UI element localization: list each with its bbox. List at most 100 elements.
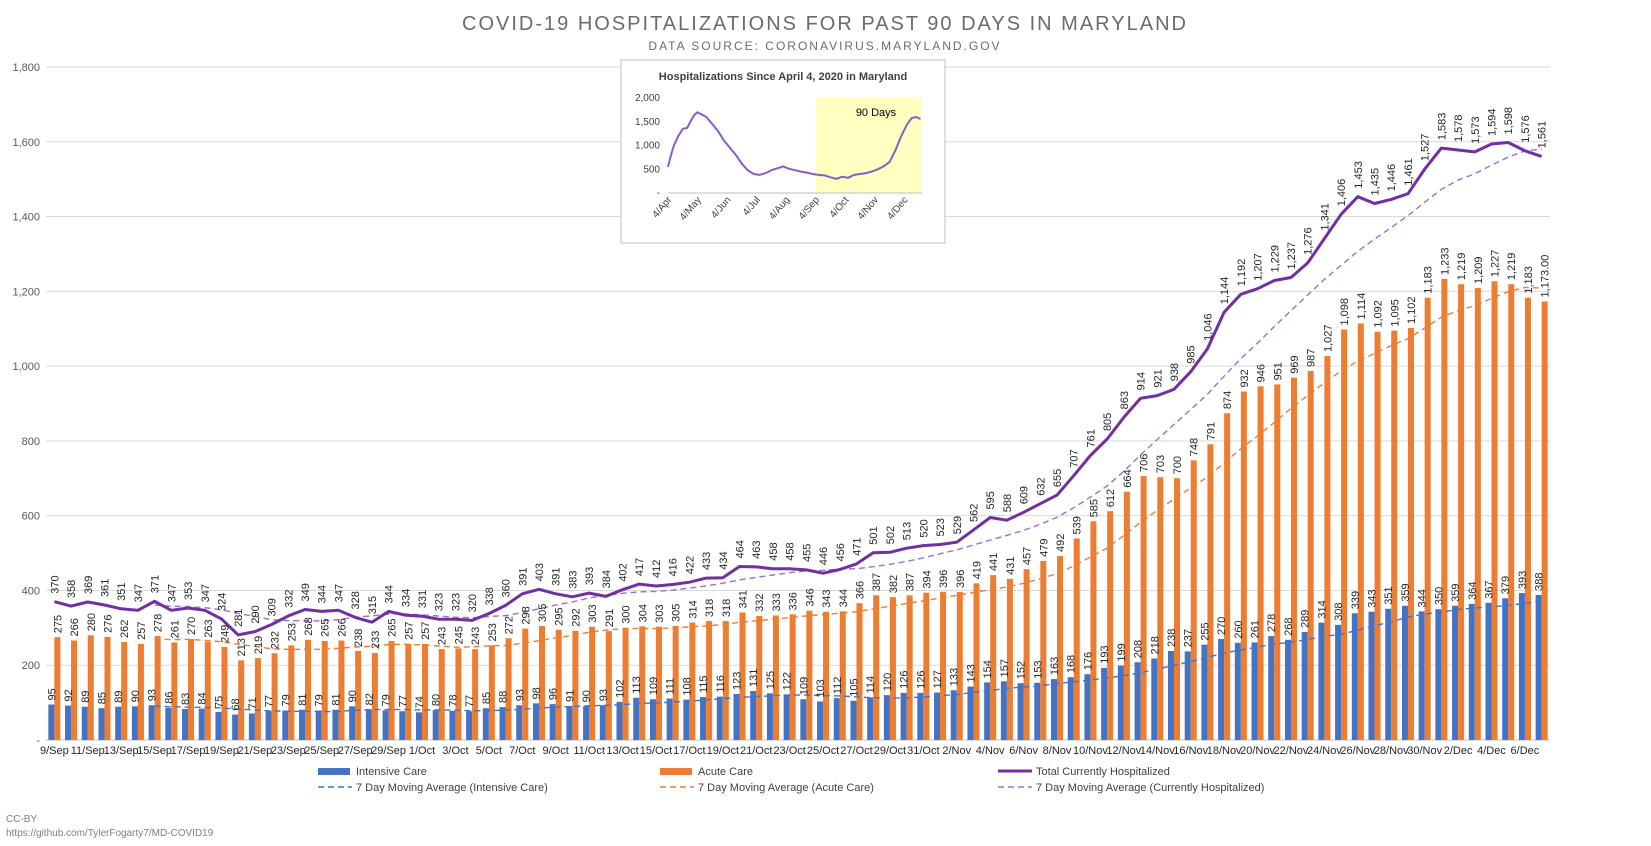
data-label-acute: 1,114 bbox=[1356, 293, 1368, 320]
x-tick-label: 8/Nov bbox=[1043, 745, 1072, 757]
data-label-total: 1,435 bbox=[1369, 168, 1381, 196]
bar-icu bbox=[415, 712, 422, 740]
bar-acute bbox=[806, 610, 813, 740]
data-label-icu: 153 bbox=[1032, 660, 1044, 678]
x-tick-label: 6/Nov bbox=[1009, 745, 1038, 757]
bar-acute bbox=[1274, 384, 1281, 740]
data-label-acute: 366 bbox=[854, 581, 866, 599]
bar-acute bbox=[1357, 323, 1364, 740]
data-label-total: 520 bbox=[918, 519, 930, 537]
x-tick-label: 25/Oct bbox=[807, 745, 839, 757]
bar-icu bbox=[817, 701, 824, 740]
bar-icu bbox=[867, 697, 874, 740]
data-label-total: 464 bbox=[735, 540, 747, 558]
data-label-acute: 1,102 bbox=[1406, 297, 1418, 325]
data-label-acute: 1,233 bbox=[1439, 247, 1451, 275]
data-label-total: 371 bbox=[150, 575, 162, 593]
data-label-total: 562 bbox=[968, 504, 980, 522]
legend-label-icu: Intensive Care bbox=[356, 766, 427, 778]
data-label-acute: 1,219 bbox=[1506, 253, 1518, 281]
x-tick-label: 26/Nov bbox=[1340, 745, 1375, 757]
data-label-icu: 308 bbox=[1333, 602, 1345, 620]
bar-icu bbox=[131, 706, 138, 740]
data-label-total: 290 bbox=[250, 605, 262, 623]
bar-icu bbox=[81, 706, 88, 740]
legend: Intensive Care Acute Care Total Currently … bbox=[318, 766, 1264, 794]
bar-acute bbox=[121, 642, 128, 740]
data-label-total: 309 bbox=[267, 598, 279, 616]
bar-icu bbox=[1452, 605, 1459, 740]
bar-icu bbox=[934, 692, 941, 740]
bar-icu bbox=[1234, 642, 1241, 740]
bar-icu bbox=[1418, 611, 1425, 740]
data-label-icu: 127 bbox=[932, 670, 944, 688]
data-label-total: 360 bbox=[501, 579, 513, 597]
bar-acute bbox=[305, 639, 312, 740]
data-label-acute: 333 bbox=[771, 593, 783, 611]
x-tick-label: 3/Oct bbox=[442, 745, 468, 757]
x-tick-label: 13/Sep bbox=[104, 745, 139, 757]
data-label-icu: 102 bbox=[614, 680, 626, 698]
bar-acute bbox=[221, 646, 228, 740]
data-label-total: 412 bbox=[651, 560, 663, 578]
data-label-total: 349 bbox=[300, 583, 312, 601]
data-label-icu: 109 bbox=[798, 677, 810, 695]
x-tick-label: 22/Nov bbox=[1274, 745, 1309, 757]
data-label-icu: 103 bbox=[815, 679, 827, 697]
bar-icu bbox=[215, 711, 222, 740]
data-label-total: 1,341 bbox=[1319, 203, 1331, 231]
data-label-total: 417 bbox=[634, 558, 646, 576]
bar-icu bbox=[382, 710, 389, 740]
data-label-icu: 154 bbox=[982, 660, 994, 678]
data-label-total: 1,576 bbox=[1520, 115, 1532, 143]
data-label-acute: 492 bbox=[1055, 534, 1067, 552]
data-label-acute: 249 bbox=[220, 625, 232, 643]
data-label-total: 347 bbox=[333, 584, 345, 602]
data-label-acute: 612 bbox=[1105, 489, 1117, 507]
data-label-icu: 79 bbox=[314, 694, 326, 706]
bar-acute bbox=[1157, 477, 1164, 740]
bar-icu bbox=[1017, 683, 1024, 740]
bar-acute bbox=[1057, 556, 1064, 740]
bar-icu bbox=[1167, 651, 1174, 740]
data-label-total: 391 bbox=[551, 567, 563, 585]
inset-y-tick-label: 1,000 bbox=[635, 141, 660, 152]
data-label-icu: 92 bbox=[63, 689, 75, 701]
data-label-acute: 479 bbox=[1038, 539, 1050, 557]
bar-acute bbox=[388, 640, 395, 740]
bar-acute bbox=[839, 611, 846, 740]
y-tick-label: 400 bbox=[22, 585, 40, 597]
bar-icu bbox=[1435, 609, 1442, 740]
bar-acute bbox=[622, 627, 629, 740]
bar-acute bbox=[722, 621, 729, 740]
bar-icu bbox=[716, 696, 723, 740]
bar-acute bbox=[589, 626, 596, 740]
bar-acute bbox=[204, 641, 211, 740]
data-label-acute: 706 bbox=[1139, 454, 1151, 472]
data-label-total: 1,578 bbox=[1453, 114, 1465, 142]
data-label-total: 384 bbox=[601, 570, 613, 588]
x-tick-label: 4/Nov bbox=[976, 745, 1005, 757]
data-label-acute: 295 bbox=[554, 607, 566, 625]
bar-acute bbox=[1524, 297, 1531, 740]
bar-icu bbox=[1385, 608, 1392, 740]
bar-acute bbox=[1123, 491, 1130, 740]
data-label-acute: 344 bbox=[838, 589, 850, 607]
data-label-acute: 292 bbox=[570, 608, 582, 626]
bar-acute bbox=[522, 628, 529, 740]
data-label-total: 1,573 bbox=[1470, 116, 1482, 144]
bar-acute bbox=[689, 622, 696, 740]
data-label-acute: 253 bbox=[487, 623, 499, 641]
data-label-total: 458 bbox=[785, 542, 797, 560]
data-label-total: 434 bbox=[718, 551, 730, 569]
y-tick-label: 800 bbox=[22, 436, 40, 448]
bar-acute bbox=[1190, 460, 1197, 740]
data-label-icu: 278 bbox=[1266, 614, 1278, 632]
data-label-total: 914 bbox=[1136, 372, 1148, 390]
bar-acute bbox=[137, 643, 144, 740]
bar-acute bbox=[71, 640, 78, 740]
data-label-icu: 152 bbox=[1016, 661, 1028, 679]
bar-acute bbox=[455, 648, 462, 740]
x-tick-label: 15/Oct bbox=[640, 745, 672, 757]
data-label-icu: 77 bbox=[464, 695, 476, 707]
